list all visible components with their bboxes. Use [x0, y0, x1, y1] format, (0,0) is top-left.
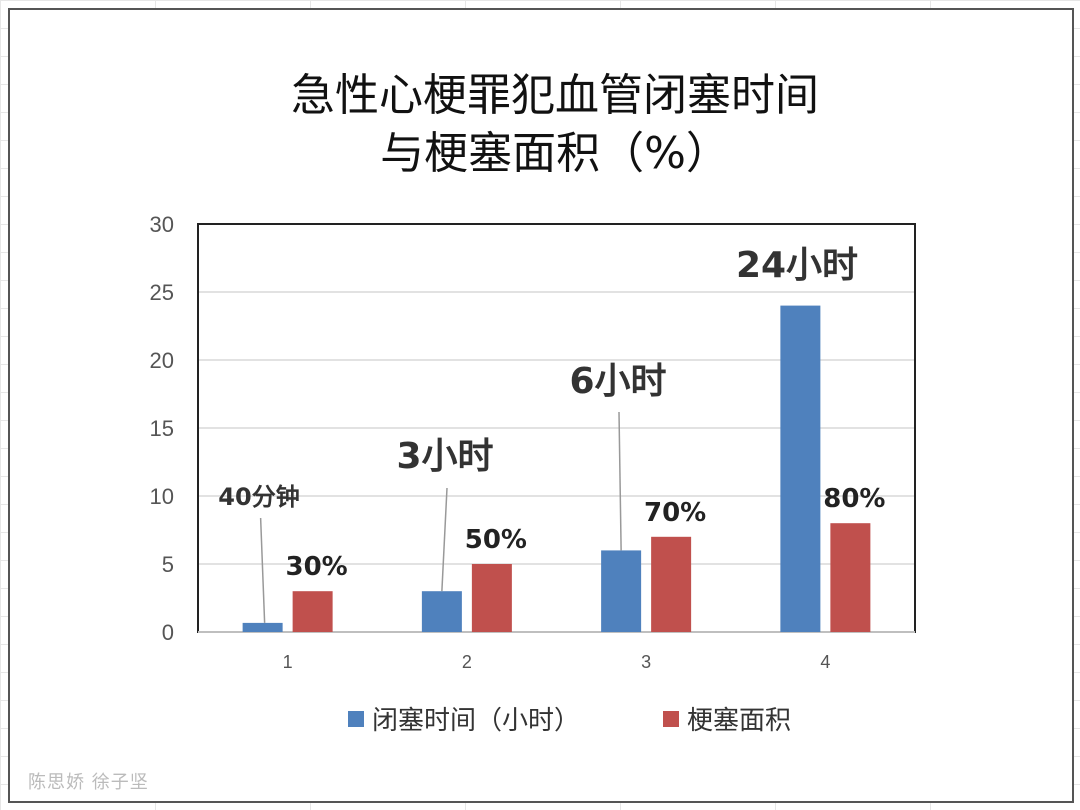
- bar-infarct-area: [651, 536, 692, 632]
- bar-infarct-area: [471, 564, 512, 632]
- bar-infarct-area: [830, 523, 871, 632]
- y-tick-label: 5: [162, 552, 174, 577]
- percent-data-label: 30%: [286, 552, 348, 582]
- y-tick-label: 30: [150, 212, 174, 237]
- legend-swatch-occlusion-time: [348, 711, 364, 727]
- percent-data-label: 70%: [644, 498, 706, 528]
- chart-title-line-1: 急性心梗罪犯血管闭塞时间: [291, 70, 819, 121]
- y-tick-label: 15: [150, 416, 174, 441]
- y-tick-label: 0: [162, 620, 174, 645]
- percent-data-label: 50%: [465, 525, 527, 555]
- percent-data-label: 80%: [823, 484, 885, 514]
- time-annotation: 24小时: [736, 245, 858, 286]
- x-tick-label: 4: [820, 652, 830, 672]
- legend-label-occlusion-time: 闭塞时间（小时）: [372, 706, 580, 736]
- time-annotation: 40分钟: [218, 483, 299, 511]
- bar-occlusion-time: [421, 591, 462, 632]
- x-tick-label: 1: [283, 652, 293, 672]
- author-signature: 陈思娇 徐子坚: [28, 772, 149, 793]
- bar-occlusion-time: [601, 550, 642, 632]
- bar-occlusion-time: [780, 305, 821, 632]
- time-annotation: 6小时: [569, 361, 666, 402]
- y-tick-label: 10: [150, 484, 174, 509]
- chart-title-line-2: 与梗塞面积（%）: [380, 128, 730, 179]
- y-tick-label: 25: [150, 280, 174, 305]
- legend-swatch-infarct-area: [663, 711, 679, 727]
- annotation-leader-line: [259, 517, 266, 623]
- y-tick-label: 20: [150, 348, 174, 373]
- annotation-leader-line: [618, 411, 622, 551]
- chart-frame: [8, 8, 1074, 803]
- x-tick-label: 2: [462, 652, 472, 672]
- legend-label-infarct-area: 梗塞面积: [687, 706, 791, 736]
- x-tick-label: 3: [641, 652, 651, 672]
- bar-infarct-area: [292, 591, 333, 632]
- time-annotation: 3小时: [396, 436, 493, 477]
- bar-occlusion-time: [242, 622, 283, 632]
- annotation-leader-line: [441, 487, 448, 592]
